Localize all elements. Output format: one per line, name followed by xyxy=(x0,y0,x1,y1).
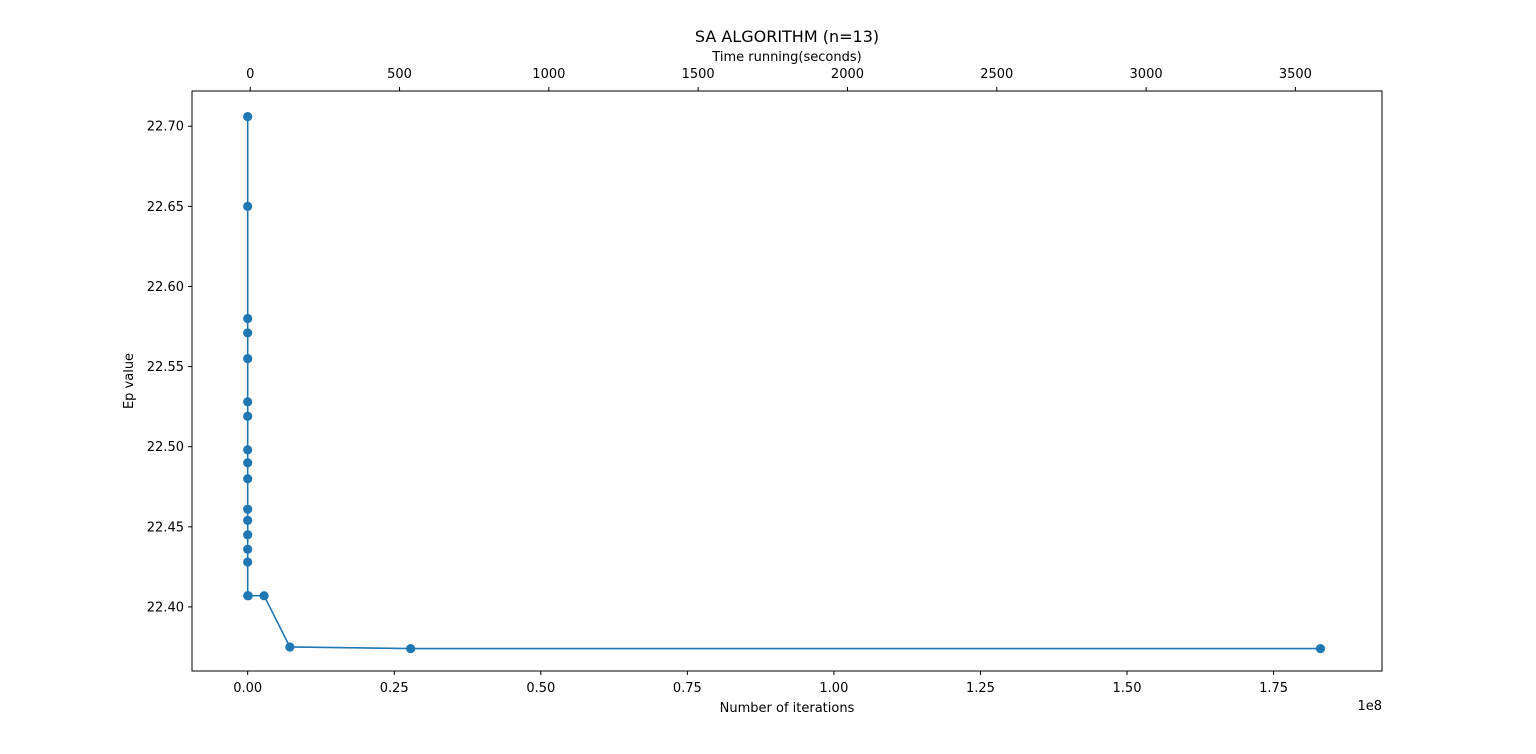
data-point xyxy=(243,474,253,484)
x2-tick-label: 0 xyxy=(246,67,254,82)
x-offset-label: 1e8 xyxy=(1357,699,1382,714)
x-tick-label: 1.25 xyxy=(966,681,995,696)
data-point xyxy=(243,328,253,338)
x-tick-label: 0.50 xyxy=(526,681,555,696)
data-point xyxy=(243,557,253,567)
y-tick-label: 22.70 xyxy=(147,120,184,135)
series-layer xyxy=(243,112,1326,654)
x2-tick-label: 3000 xyxy=(1130,67,1163,82)
data-point xyxy=(243,397,253,407)
plot-area xyxy=(192,91,1382,671)
axes-layer: 0.00 0.25 0.50 0.75 1.00 1.25 1.50 1.75 0 500 1000… xyxy=(147,67,1312,696)
data-point xyxy=(285,642,295,652)
data-point xyxy=(243,544,253,554)
x2-tick-label: 1500 xyxy=(682,67,715,82)
y-tick-label: 22.40 xyxy=(147,600,184,615)
data-point xyxy=(1315,643,1326,654)
x-tick-label: 0.75 xyxy=(673,681,702,696)
data-point xyxy=(243,515,253,525)
y-tick-label: 22.45 xyxy=(147,520,184,535)
data-point xyxy=(243,530,253,540)
x2-tick-label: 3500 xyxy=(1279,67,1312,82)
top-axis-label: Time running(seconds) xyxy=(711,50,861,65)
x-tick-label: 0.25 xyxy=(380,681,409,696)
x2-tick-label: 2000 xyxy=(831,67,864,82)
y-axis-label: Ep value xyxy=(122,353,137,409)
plot-frame xyxy=(191,90,1383,672)
data-point xyxy=(243,201,253,211)
y-tick-label: 22.55 xyxy=(147,360,184,375)
data-point xyxy=(243,313,253,324)
data-point xyxy=(243,353,253,364)
data-point xyxy=(243,504,253,514)
x-tick-label: 1.50 xyxy=(1113,681,1142,696)
x-axis-label: Number of iterations xyxy=(720,701,855,716)
data-point xyxy=(243,112,253,122)
x2-tick-label: 500 xyxy=(387,67,412,82)
x2-tick-label: 2500 xyxy=(980,67,1013,82)
data-point xyxy=(259,591,269,601)
data-point xyxy=(243,591,253,601)
y-tick-label: 22.60 xyxy=(147,280,184,295)
x2-tick-label: 1000 xyxy=(532,67,565,82)
x-tick-label: 0.00 xyxy=(233,681,262,696)
x-tick-label: 1.00 xyxy=(819,681,848,696)
data-point xyxy=(243,445,253,455)
y-tick-label: 22.50 xyxy=(147,440,184,455)
chart-title: SA ALGORITHM (n=13) xyxy=(695,27,879,46)
y-tick-label: 22.65 xyxy=(147,200,184,215)
data-point xyxy=(243,411,253,421)
x-tick-label: 1.75 xyxy=(1259,681,1288,696)
data-point xyxy=(243,458,253,468)
data-point xyxy=(406,643,416,654)
